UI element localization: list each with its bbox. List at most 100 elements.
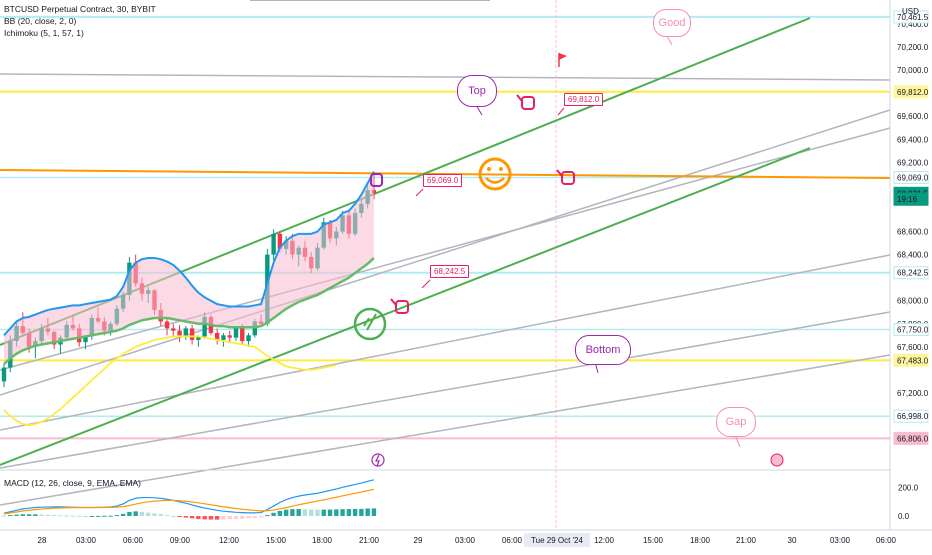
price-axis-badge[interactable] — [893, 431, 929, 445]
macd-hist-bar — [171, 516, 176, 517]
macd-tick-label: 200.0 — [898, 484, 919, 493]
macd-legend[interactable]: MACD (12, 26, close, 9, EMA, EMA) — [4, 478, 141, 488]
flag-banner-icon — [559, 53, 567, 60]
candle-body — [227, 335, 232, 338]
price-tick-label: 70,000.0 — [897, 66, 929, 75]
price-axis-badge[interactable] — [893, 353, 929, 367]
price-axis-badge-text: 66,998.0 — [897, 412, 929, 421]
time-cursor-label: Tue 29 Oct '24 — [531, 536, 583, 545]
candle[interactable] — [1, 364, 7, 388]
candle[interactable] — [271, 229, 276, 261]
candle[interactable] — [214, 328, 220, 345]
price-tick-label: 69,400.0 — [897, 135, 929, 144]
pointing-hand-icon[interactable] — [521, 96, 535, 110]
bb-fill — [4, 171, 374, 365]
candle[interactable] — [227, 330, 232, 343]
price-axis-badge-text: 70,461.5 — [897, 13, 929, 22]
candle[interactable] — [183, 326, 189, 340]
macd-hist-bar — [108, 515, 113, 517]
price-axis-badge[interactable] — [893, 323, 929, 337]
macd-hist-bar — [258, 516, 264, 518]
macd-hist-bar — [139, 511, 145, 516]
symbol-legend[interactable]: BTCUSD Perpetual Contract, 30, BYBIT — [4, 4, 156, 14]
us-flag-icon[interactable] — [770, 453, 784, 467]
resistance-line-grey[interactable] — [0, 73, 891, 81]
macd-hist-bar — [371, 508, 377, 516]
candle[interactable] — [171, 323, 176, 338]
macd-hist-bar — [321, 509, 326, 516]
check-circle-icon[interactable] — [353, 307, 387, 341]
candle-body — [196, 336, 201, 340]
pointing-finger-icon — [390, 298, 397, 306]
time-tick-label: 12:00 — [594, 536, 615, 545]
fan-line-2[interactable] — [0, 254, 891, 431]
candle[interactable] — [246, 332, 251, 347]
macd-hist-bar — [352, 508, 358, 516]
candle-body — [214, 332, 220, 340]
time-tick-label: 18:00 — [312, 536, 333, 545]
good-callout[interactable]: Good — [653, 9, 691, 37]
price-note-68242[interactable]: 68,242.5 — [430, 265, 470, 278]
macd-hist-bar — [252, 516, 257, 518]
fan-line-3[interactable] — [0, 311, 891, 469]
price-note-69812[interactable]: 69,812.0 — [564, 93, 604, 106]
macd-hist-bar — [70, 515, 76, 517]
price-axis-badge[interactable] — [893, 85, 929, 99]
time-tick-label: 18:00 — [690, 536, 711, 545]
bb-legend[interactable]: BB (20, close, 2, 0) — [4, 16, 77, 26]
price-axis-badge-text: 66,806.0 — [897, 434, 929, 443]
candle[interactable] — [233, 326, 239, 342]
pointing-hand-icon[interactable] — [561, 171, 575, 185]
price-axis-badge[interactable] — [893, 266, 929, 280]
gap-callout[interactable]: Gap — [716, 407, 756, 437]
lightning-icon[interactable] — [371, 453, 385, 467]
candle[interactable] — [221, 332, 226, 347]
price-axis-badge[interactable] — [893, 170, 929, 184]
time-tick-label: 06:00 — [123, 536, 144, 545]
macd-hist-bar — [95, 515, 101, 517]
channel-lower[interactable] — [0, 147, 811, 466]
candle[interactable] — [164, 319, 170, 336]
price-tick-label: 69,600.0 — [897, 112, 929, 121]
candle[interactable] — [177, 324, 182, 343]
candle-body — [202, 316, 207, 337]
pointing-hand-icon[interactable] — [395, 300, 409, 314]
signal-line[interactable] — [3, 488, 375, 515]
time-tick-label: 21:00 — [736, 536, 757, 545]
price-tick-label: 69,200.0 — [897, 158, 929, 167]
price-axis-badge-text: 69,812.0 — [897, 88, 929, 97]
fan-line-4[interactable] — [0, 354, 891, 506]
macd-hist-bar — [1, 515, 7, 517]
price-axis-badge[interactable] — [893, 10, 929, 24]
macd-hist-bar — [309, 509, 314, 516]
macd-hist-bar — [45, 514, 51, 516]
fan-line-1[interactable] — [0, 109, 891, 396]
price-tick-label: 70,200.0 — [897, 43, 929, 52]
candle[interactable] — [189, 324, 195, 345]
note-tail-69812 — [557, 107, 565, 116]
bottom-callout[interactable]: Bottom — [575, 335, 631, 365]
macd-hist-bar — [152, 513, 157, 516]
currency-label[interactable]: USD — [902, 7, 919, 16]
macd-line[interactable] — [3, 479, 375, 514]
price-tick-label: 68,400.0 — [897, 251, 929, 260]
price-tick-label: 67,600.0 — [897, 343, 929, 352]
purple-hand-icon[interactable] — [370, 173, 383, 187]
bb-basis-line[interactable] — [3, 257, 375, 366]
smiley-icon[interactable] — [478, 157, 512, 191]
macd-hist-bar — [146, 512, 151, 516]
macd-hist-bar — [33, 514, 38, 516]
time-tick-label: 03:00 — [76, 536, 97, 545]
top-callout[interactable]: Top — [457, 75, 497, 107]
ichimoku-line[interactable] — [3, 335, 337, 427]
time-cursor-badge[interactable] — [524, 533, 590, 547]
price-axis-badge[interactable] — [893, 409, 929, 423]
price-note-69069[interactable]: 69,069.0 — [423, 174, 463, 187]
price-axis-badge-text: 67,483.0 — [897, 356, 929, 365]
macd-hist-bar — [196, 516, 201, 520]
ichimoku-legend[interactable]: Ichimoku (5, 1, 57, 1) — [4, 28, 84, 38]
bb-upper-line[interactable] — [3, 171, 375, 336]
price-axis-badge[interactable] — [893, 192, 929, 206]
fan-line-0[interactable] — [0, 127, 891, 371]
